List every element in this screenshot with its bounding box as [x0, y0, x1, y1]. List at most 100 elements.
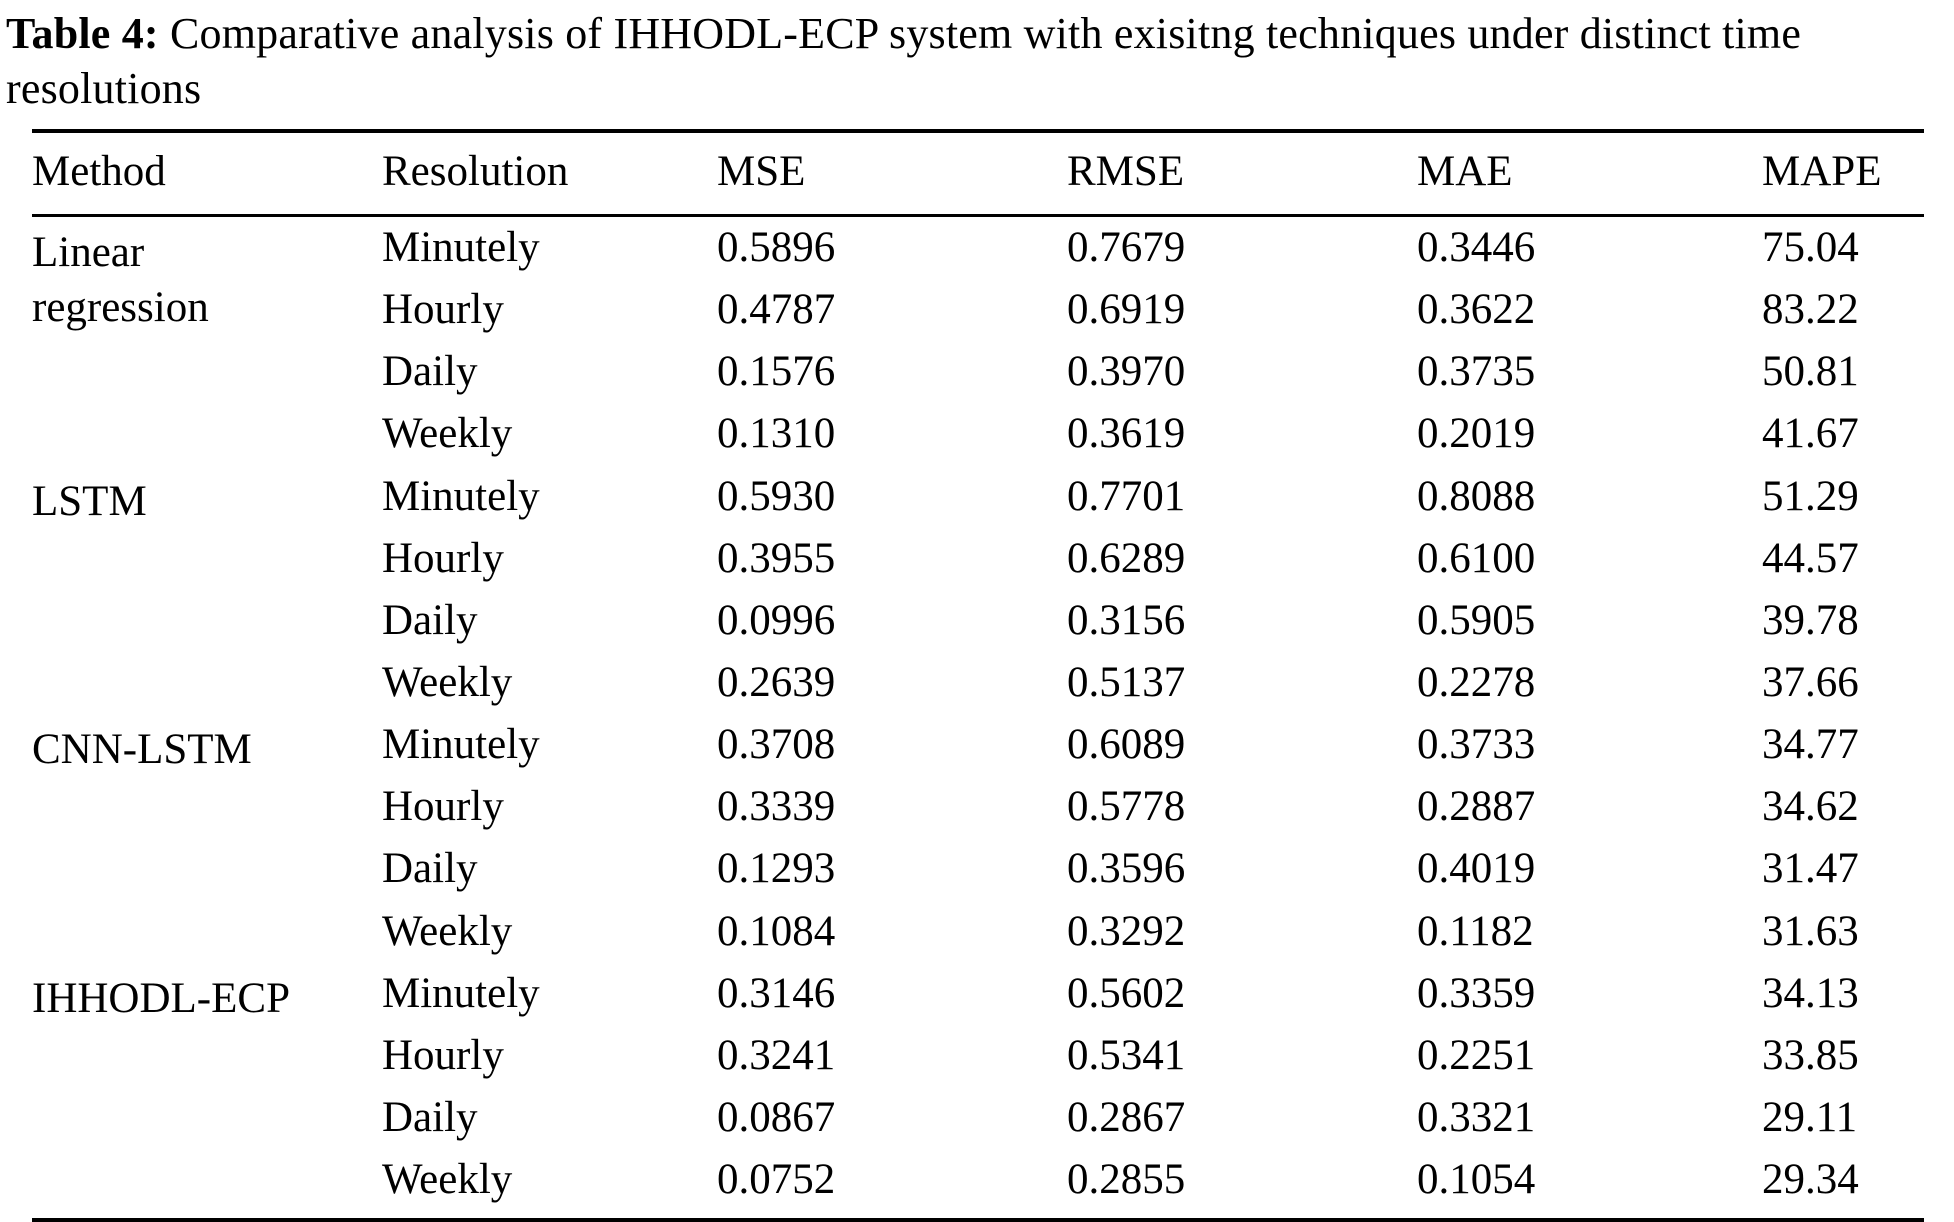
mae-cell: 0.3359: [1417, 969, 1536, 1017]
method-cell: IHHODL-ECP: [32, 963, 382, 1221]
mape-cell: 37.66: [1762, 659, 1859, 706]
mape-cell: 29.34: [1762, 1156, 1859, 1204]
rmse-cell: 0.5341: [1067, 1031, 1186, 1079]
mse-cell: 0.5930: [717, 472, 836, 520]
mse-cell: 0.3339: [717, 783, 836, 831]
rmse-cell: 0.6089: [1067, 721, 1186, 769]
table-row: Weekly 0.2639 0.5137 0.2278 37.66: [32, 652, 1924, 714]
column-header-mse: MSE: [717, 130, 1067, 218]
method-cell: LSTM: [32, 466, 382, 715]
method-cell: Linear regression: [32, 216, 382, 466]
mae-cell: 0.5905: [1417, 596, 1536, 644]
resolution-cell: Daily: [382, 348, 478, 396]
mse-cell: 0.1084: [717, 907, 836, 955]
resolution-cell: Daily: [382, 596, 478, 644]
mae-cell: 0.2251: [1417, 1031, 1536, 1079]
rmse-cell: 0.3619: [1067, 410, 1186, 458]
mse-cell: 0.3708: [717, 721, 836, 769]
rmse-cell: 0.5137: [1067, 659, 1186, 706]
comparison-table: Method Resolution MSE RMSE MAE MAPE Line…: [32, 128, 1924, 1222]
table-row: Daily 0.0996 0.3156 0.5905 39.78: [32, 590, 1924, 652]
rmse-cell: 0.3970: [1067, 348, 1186, 396]
mse-cell: 0.4787: [717, 286, 836, 334]
rmse-cell: 0.3292: [1067, 907, 1186, 955]
table-row: Linear regression Minutely 0.5896 0.7679…: [32, 216, 1924, 331]
table-row: Hourly 0.3955 0.6289 0.6100 44.57: [32, 528, 1924, 590]
rmse-cell: 0.5778: [1067, 783, 1186, 831]
mape-cell: 83.22: [1762, 286, 1859, 334]
resolution-cell: Minutely: [382, 224, 540, 272]
column-header-mae: MAE: [1417, 130, 1762, 218]
mae-cell: 0.8088: [1417, 472, 1536, 520]
mae-cell: 0.3446: [1417, 224, 1536, 272]
mape-cell: 44.57: [1762, 534, 1859, 582]
mape-cell: 39.78: [1762, 596, 1859, 644]
resolution-cell: Minutely: [382, 472, 540, 520]
mse-cell: 0.5896: [717, 224, 836, 272]
table-row: Hourly 0.3339 0.5778 0.2887 34.62: [32, 776, 1924, 838]
resolution-cell: Daily: [382, 1093, 478, 1141]
method-cell: CNN-LSTM: [32, 714, 382, 963]
mse-cell: 0.3955: [717, 534, 836, 582]
mape-cell: 31.47: [1762, 845, 1859, 893]
rmse-cell: 0.6289: [1067, 534, 1186, 582]
mape-cell: 75.04: [1762, 224, 1859, 272]
resolution-cell: Weekly: [382, 659, 513, 706]
table-row: LSTM Minutely 0.5930 0.7701 0.8088 51.29: [32, 466, 1924, 528]
column-header-mape: MAPE: [1762, 130, 1924, 218]
mape-cell: 29.11: [1762, 1093, 1858, 1141]
table-header: Method Resolution MSE RMSE MAE MAPE: [32, 130, 1924, 218]
mape-cell: 34.77: [1762, 721, 1859, 769]
rmse-cell: 0.7679: [1067, 224, 1186, 272]
table-caption: Table 4: Comparative analysis of IHHODL-…: [0, 0, 1954, 117]
mse-cell: 0.0752: [717, 1156, 836, 1204]
resolution-cell: Hourly: [382, 286, 504, 334]
mse-cell: 0.2639: [717, 659, 836, 706]
mse-cell: 0.3241: [717, 1031, 836, 1079]
table-row: IHHODL-ECP Minutely 0.3146 0.5602 0.3359…: [32, 963, 1924, 1025]
mae-cell: 0.4019: [1417, 845, 1536, 893]
rmse-cell: 0.6919: [1067, 286, 1186, 334]
mape-cell: 34.13: [1762, 969, 1859, 1017]
method-label: CNN-LSTM: [32, 726, 252, 774]
mape-cell: 50.81: [1762, 348, 1859, 396]
mae-cell: 0.6100: [1417, 534, 1536, 582]
rmse-cell: 0.7701: [1067, 472, 1186, 520]
table-row: Daily 0.1576 0.3970 0.3735 50.81: [32, 341, 1924, 403]
column-header-method: Method: [32, 130, 382, 218]
resolution-cell: Hourly: [382, 534, 504, 582]
mae-cell: 0.3622: [1417, 286, 1536, 334]
mae-cell: 0.1182: [1417, 907, 1534, 955]
rmse-cell: 0.3596: [1067, 845, 1186, 893]
mape-cell: 41.67: [1762, 410, 1859, 458]
mse-cell: 0.0996: [717, 596, 836, 644]
mae-cell: 0.2887: [1417, 783, 1536, 831]
table-body: Linear regression Minutely 0.5896 0.7679…: [32, 216, 1924, 1221]
mse-cell: 0.1576: [717, 348, 836, 396]
header-row: Method Resolution MSE RMSE MAE MAPE: [32, 130, 1924, 218]
mape-cell: 34.62: [1762, 783, 1859, 831]
mae-cell: 0.1054: [1417, 1156, 1536, 1204]
table-row: Hourly 0.3241 0.5341 0.2251 33.85: [32, 1025, 1924, 1087]
table-row: Weekly 0.1084 0.3292 0.1182 31.63: [32, 901, 1924, 963]
resolution-cell: Hourly: [382, 1031, 504, 1079]
rmse-cell: 0.2855: [1067, 1156, 1186, 1204]
caption-label: Table 4:: [6, 9, 159, 58]
mae-cell: 0.2019: [1417, 410, 1536, 458]
resolution-cell: Daily: [382, 845, 478, 893]
rmse-cell: 0.5602: [1067, 969, 1186, 1017]
table-row: Daily 0.0867 0.2867 0.3321 29.11: [32, 1087, 1924, 1149]
mae-cell: 0.2278: [1417, 659, 1536, 706]
mse-cell: 0.3146: [717, 969, 836, 1017]
rmse-cell: 0.3156: [1067, 596, 1186, 644]
resolution-cell: Minutely: [382, 969, 540, 1017]
resolution-cell: Weekly: [382, 907, 513, 955]
table-row: CNN-LSTM Minutely 0.3708 0.6089 0.3733 3…: [32, 714, 1924, 776]
mse-cell: 0.1310: [717, 410, 836, 458]
resolution-cell: Weekly: [382, 1156, 513, 1204]
method-label: Linear regression: [32, 229, 209, 332]
rmse-cell: 0.2867: [1067, 1093, 1186, 1141]
caption-text: Comparative analysis of IHHODL-ECP syste…: [6, 9, 1802, 114]
mape-cell: 33.85: [1762, 1031, 1859, 1079]
mse-cell: 0.0867: [717, 1093, 836, 1141]
